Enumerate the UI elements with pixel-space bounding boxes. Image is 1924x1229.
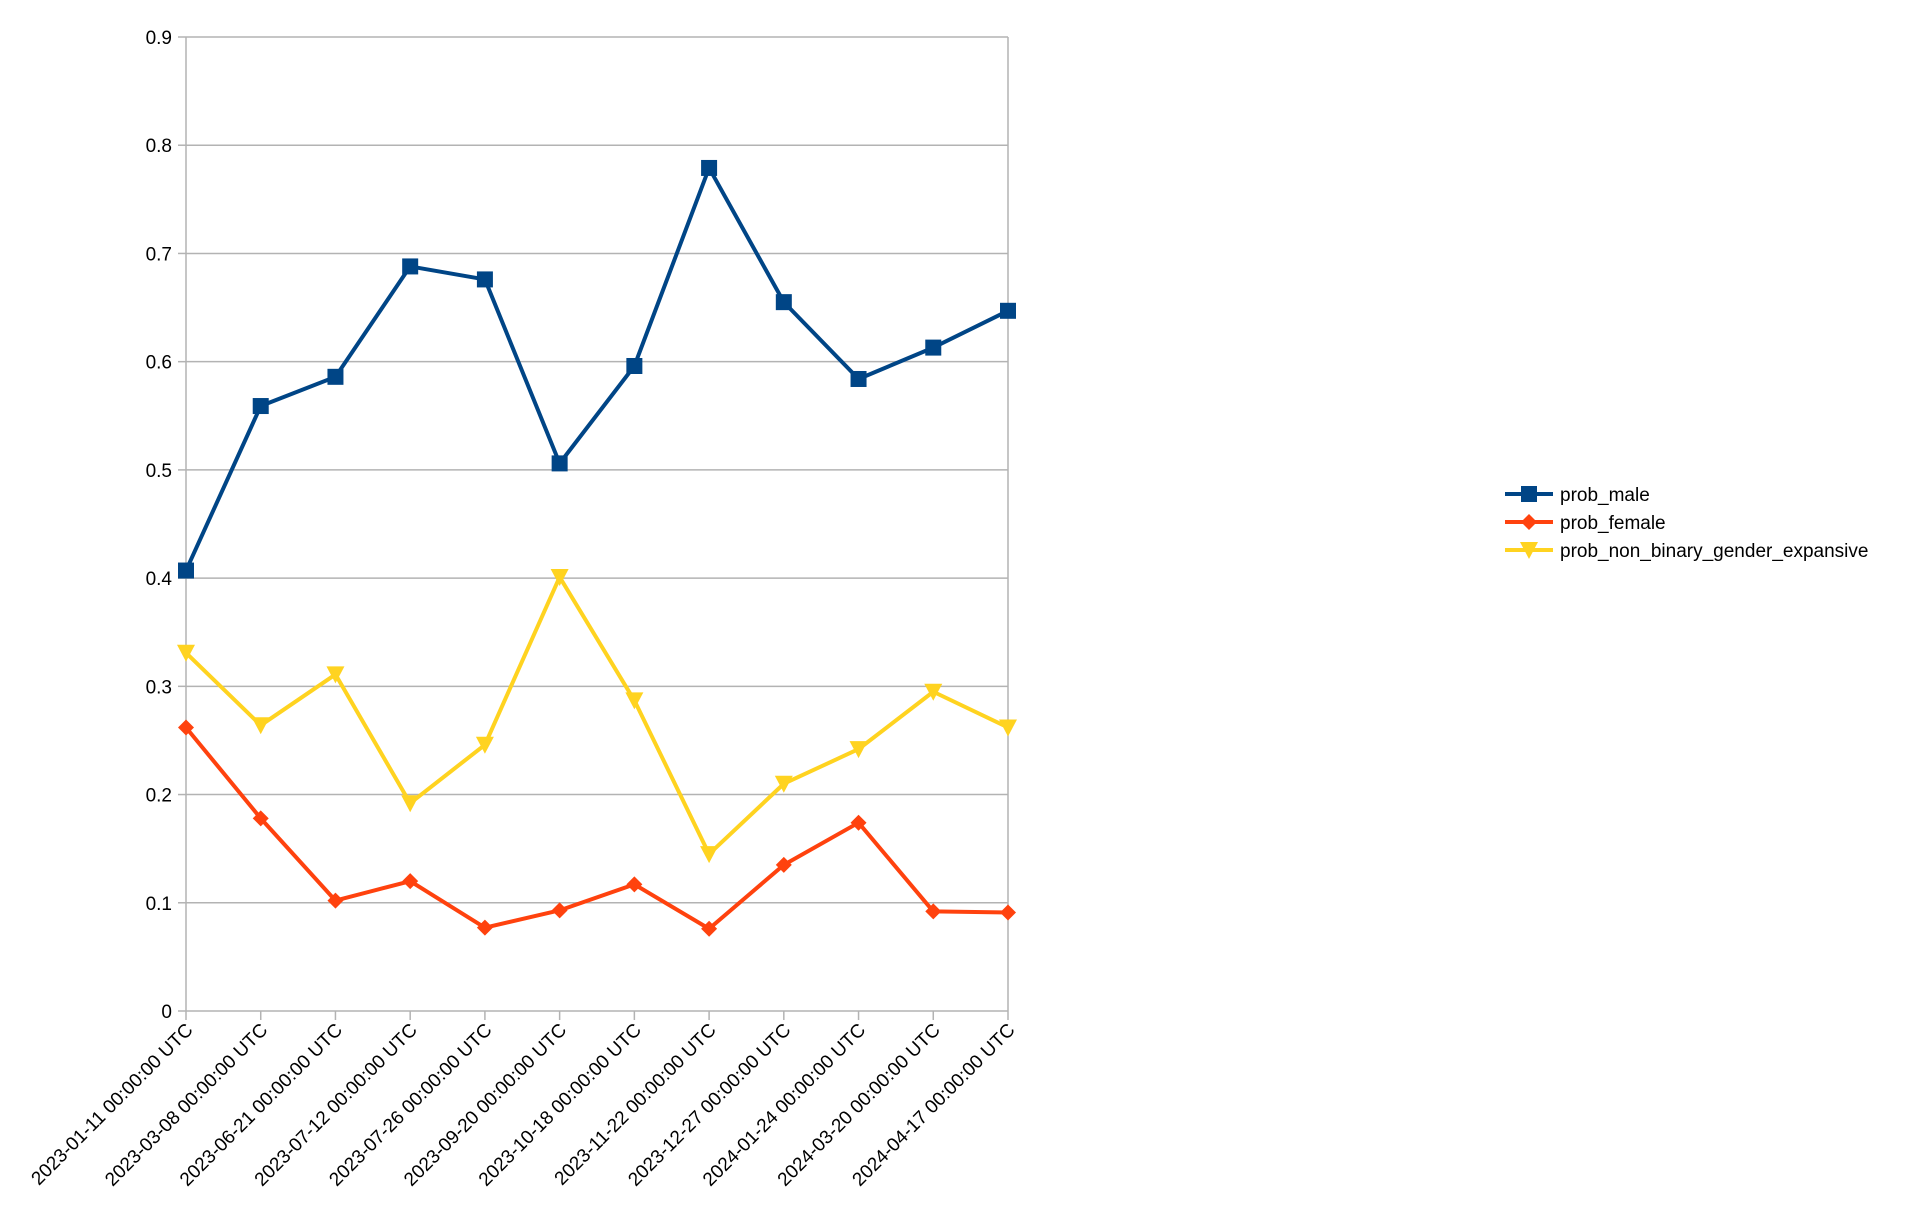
data-point: [775, 856, 792, 873]
data-point: [327, 368, 344, 385]
series-line-prob_male: [184, 165, 1010, 573]
data-point: [326, 666, 345, 684]
gridlines: [186, 36, 1008, 904]
series-lines: [177, 159, 1017, 937]
data-point: [550, 569, 569, 587]
legend-label: prob_non_binary_gender_expansive: [1560, 541, 1868, 562]
data-point: [925, 903, 942, 920]
data-point: [252, 810, 269, 827]
data-point: [551, 455, 568, 472]
y-tick-label: 0.4: [146, 569, 173, 590]
y-tick-label: 0.9: [146, 28, 172, 49]
legend-entry: prob_female: [1505, 513, 1666, 534]
data-point: [1000, 904, 1016, 921]
data-point: [251, 717, 270, 735]
data-point: [849, 741, 868, 759]
legend-label: prob_male: [1560, 485, 1650, 506]
data-point: [625, 692, 644, 710]
data-point: [476, 919, 493, 936]
data-point: [999, 719, 1017, 737]
y-tick-label: 0.2: [146, 786, 172, 807]
data-point: [701, 920, 718, 937]
data-point: [850, 814, 867, 831]
data-point: [924, 683, 943, 701]
data-point: [626, 876, 643, 893]
legend-marker: [1521, 486, 1537, 502]
data-point: [850, 370, 867, 387]
data-point: [551, 902, 568, 919]
series-line-prob_female: [184, 725, 1010, 931]
y-tick-label: 0.5: [146, 461, 172, 482]
y-tick-label: 0.6: [146, 353, 172, 374]
y-tick-label: 0.1: [146, 894, 172, 915]
legend-label: prob_female: [1560, 513, 1666, 534]
data-point: [700, 846, 719, 864]
series-prob_non_binary_gender_expansive: [177, 569, 1017, 864]
y-axis-tick-labels: 0 0.1 0.2 0.3 0.4 0.5 0.6 0.7 0.8 0.9: [146, 28, 173, 1023]
data-point: [178, 562, 194, 579]
data-point: [701, 159, 718, 176]
series-prob_male: [178, 159, 1016, 579]
y-tick-label: 0: [161, 1002, 172, 1023]
legend: prob_male prob_female prob_non_binary_gend…: [1505, 485, 1868, 562]
data-point: [475, 736, 494, 754]
data-point: [476, 271, 493, 288]
data-point: [252, 398, 269, 415]
x-tick-label: 2024-04-17 00:00:00 UTC: [849, 1020, 1020, 1191]
data-point: [1000, 302, 1016, 319]
y-tick-label: 0.3: [146, 677, 172, 698]
legend-marker: [1520, 542, 1538, 559]
data-point: [775, 294, 792, 311]
y-tick-label: 0.8: [146, 136, 172, 157]
data-point: [402, 258, 419, 275]
data-point: [401, 795, 420, 813]
data-point: [178, 719, 194, 736]
data-point: [774, 775, 793, 793]
legend-marker: [1521, 514, 1537, 530]
legend-entry: prob_male: [1505, 485, 1650, 506]
data-point: [177, 644, 195, 662]
legend-entry: prob_non_binary_gender_expansive: [1505, 541, 1868, 562]
series-line-prob_non_binary_gender_expansive: [184, 575, 1010, 857]
data-point: [925, 339, 942, 356]
y-tick-label: 0.7: [146, 244, 172, 265]
data-point: [402, 873, 419, 890]
series-prob_female: [178, 719, 1016, 937]
axes: [178, 36, 1009, 1020]
data-point: [327, 892, 344, 909]
data-point: [626, 357, 643, 374]
